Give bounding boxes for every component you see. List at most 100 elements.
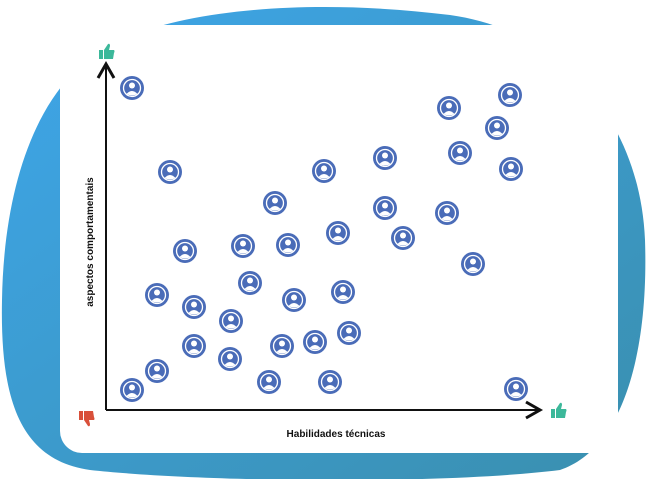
person-icon <box>145 359 169 383</box>
person-ring <box>175 241 195 261</box>
person-ring <box>278 235 298 255</box>
person-icon <box>485 116 509 140</box>
person-ring <box>259 372 279 392</box>
person-body <box>237 249 249 254</box>
person-head <box>346 327 352 334</box>
person-head <box>291 294 297 301</box>
person-ring <box>393 228 413 248</box>
person-head <box>266 376 272 383</box>
person-head <box>191 301 197 308</box>
person-head <box>507 89 513 96</box>
person-body <box>244 286 256 291</box>
person-ring <box>314 161 334 181</box>
person-icon <box>120 76 144 100</box>
person-body <box>343 336 355 341</box>
person-icon <box>182 334 206 358</box>
person-ring <box>501 159 521 179</box>
person-body <box>467 267 479 272</box>
person-icon <box>461 252 485 276</box>
person-icon <box>326 221 350 245</box>
person-ring <box>233 236 253 256</box>
person-icon <box>145 283 169 307</box>
person-icon <box>263 191 287 215</box>
person-body <box>318 174 330 179</box>
person-head <box>228 315 234 322</box>
person-icon <box>173 239 197 263</box>
person-ring <box>184 336 204 356</box>
person-body <box>324 385 336 390</box>
person-head <box>154 365 160 372</box>
person-icon <box>270 334 294 358</box>
person-head <box>470 258 476 265</box>
person-icon <box>218 347 242 371</box>
person-ring <box>333 282 353 302</box>
person-body <box>276 349 288 354</box>
person-icon <box>282 288 306 312</box>
person-body <box>151 298 163 303</box>
person-head <box>129 384 135 391</box>
person-head <box>167 166 173 173</box>
person-ring <box>147 361 167 381</box>
person-body <box>263 385 275 390</box>
person-ring <box>339 323 359 343</box>
person-head <box>285 239 291 246</box>
person-head <box>446 102 452 109</box>
person-icon <box>373 146 397 170</box>
person-body <box>126 393 138 398</box>
person-icon <box>231 234 255 258</box>
person-head <box>272 197 278 204</box>
person-head <box>513 383 519 390</box>
person-ring <box>184 297 204 317</box>
person-ring <box>320 372 340 392</box>
person-icon <box>373 196 397 220</box>
person-icon <box>504 377 528 401</box>
person-ring <box>122 380 142 400</box>
person-icon <box>337 321 361 345</box>
person-body <box>454 156 466 161</box>
person-body <box>224 362 236 367</box>
person-body <box>332 236 344 241</box>
person-body <box>179 254 191 259</box>
person-head <box>240 240 246 247</box>
person-ring <box>220 349 240 369</box>
person-icon <box>120 378 144 402</box>
person-head <box>382 152 388 159</box>
person-body <box>126 91 138 96</box>
person-body <box>164 175 176 180</box>
person-head <box>400 232 406 239</box>
person-ring <box>375 198 395 218</box>
person-head <box>340 286 346 293</box>
person-body <box>443 111 455 116</box>
person-ring <box>450 143 470 163</box>
person-ring <box>284 290 304 310</box>
person-ring <box>122 78 142 98</box>
person-body <box>188 349 200 354</box>
person-ring <box>240 273 260 293</box>
person-icon <box>312 159 336 183</box>
person-icon <box>303 330 327 354</box>
person-body <box>379 211 391 216</box>
person-icon <box>448 141 472 165</box>
thumbs-up-icon <box>551 402 567 418</box>
person-head <box>335 227 341 234</box>
person-body <box>337 295 349 300</box>
person-body <box>269 206 281 211</box>
y-axis-label: aspectos comportamentais <box>85 177 96 307</box>
person-ring <box>160 162 180 182</box>
x-axis-label: Habilidades técnicas <box>287 429 386 440</box>
person-head <box>321 165 327 172</box>
person-body <box>510 392 522 397</box>
person-head <box>494 122 500 129</box>
person-ring <box>487 118 507 138</box>
person-ring <box>147 285 167 305</box>
person-head <box>279 340 285 347</box>
person-body <box>309 345 321 350</box>
person-icon <box>276 233 300 257</box>
person-icon <box>182 295 206 319</box>
person-body <box>288 303 300 308</box>
person-body <box>188 310 200 315</box>
person-head <box>182 245 188 252</box>
person-ring <box>439 98 459 118</box>
